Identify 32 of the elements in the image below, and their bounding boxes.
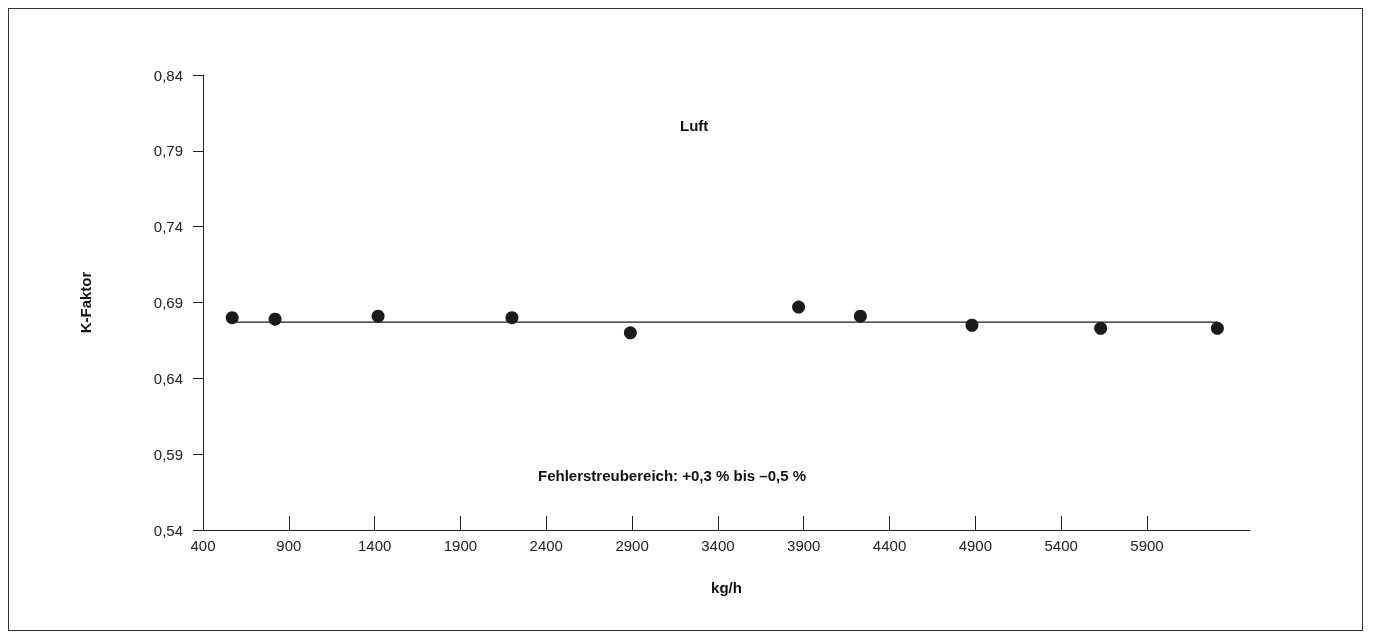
y-tick-label: 0,69 bbox=[153, 294, 183, 311]
y-axis-title: K-Faktor bbox=[77, 271, 94, 334]
point bbox=[1094, 321, 1108, 335]
point bbox=[1210, 321, 1224, 335]
x-tick-label: 4400 bbox=[872, 537, 907, 554]
x-tick-label: 1900 bbox=[443, 537, 478, 554]
x-axis-title: kg/h bbox=[711, 579, 742, 596]
point bbox=[225, 311, 239, 325]
annotation: Luft bbox=[680, 117, 709, 134]
x-tick-label: 1400 bbox=[357, 537, 392, 554]
y-tick-label: 0,79 bbox=[153, 142, 183, 160]
y-tick-label: 0,59 bbox=[153, 445, 183, 463]
y-tick-label: 0,84 bbox=[153, 66, 183, 84]
point bbox=[505, 311, 519, 325]
point bbox=[623, 326, 637, 340]
x-tick-label: 2900 bbox=[615, 537, 649, 554]
y-tick-label: 0,54 bbox=[153, 521, 183, 539]
x-tick-label: 5400 bbox=[1044, 537, 1078, 554]
point bbox=[792, 300, 806, 314]
x-tick-label: 5900 bbox=[1130, 537, 1164, 554]
point bbox=[853, 309, 867, 323]
y-tick-label: 0,74 bbox=[153, 218, 183, 236]
x-tick-label: 3400 bbox=[701, 537, 735, 554]
point bbox=[965, 318, 979, 332]
x-tick-label: 400 bbox=[190, 537, 216, 554]
y-tick-label: 0,64 bbox=[153, 369, 183, 387]
x-tick-label: 2400 bbox=[529, 537, 563, 554]
point bbox=[371, 309, 385, 323]
x-tick-label: 3900 bbox=[787, 537, 821, 554]
annotation: Fehlerstreubereich: +0,3 % bis –0,5 % bbox=[538, 467, 807, 484]
x-tick-label: 900 bbox=[276, 537, 302, 554]
x-tick-label: 4900 bbox=[958, 537, 993, 554]
